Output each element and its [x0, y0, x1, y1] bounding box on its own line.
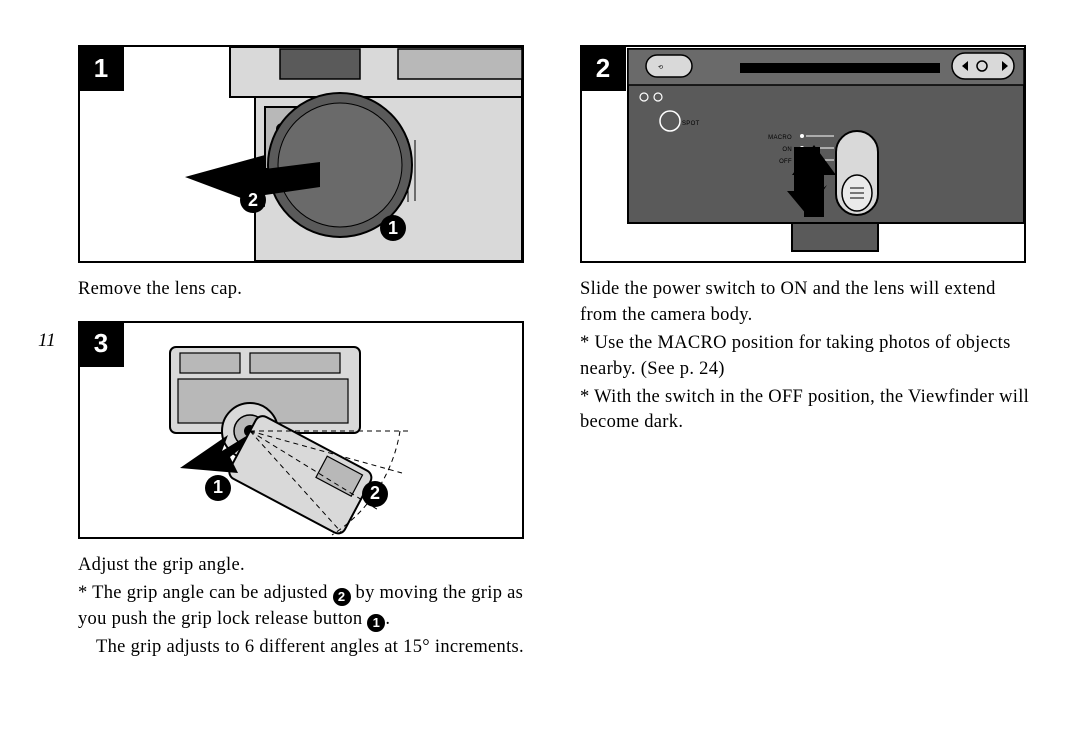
caption2-bullet2: * With the switch in the OFF position, t…	[580, 385, 1030, 437]
illustration-1	[80, 47, 522, 261]
caption-1: Remove the lens cap.	[78, 277, 528, 303]
svg-text:AUTO FOCUS / MULTI MODE: AUTO FOCUS / MULTI MODE	[750, 67, 838, 73]
caption3-bullet1: * The grip angle can be adjusted 2 by mo…	[78, 581, 528, 633]
caption-3: Adjust the grip angle. * The grip angle …	[78, 553, 528, 661]
caption2-line1: Slide the power switch to ON and the len…	[580, 277, 1030, 329]
figure-2: 2 ⟲ AUTO FOCUS / MULTI MODE SPOT	[580, 45, 1026, 263]
figure-3: 3 1	[78, 321, 524, 539]
svg-text:OFF: OFF	[779, 159, 792, 165]
step-badge-1: 1	[78, 45, 124, 91]
figure3-marker-1: 1	[205, 475, 231, 501]
caption1-text: Remove the lens cap.	[78, 277, 528, 303]
svg-text:ON: ON	[782, 147, 792, 153]
inline-marker-2: 2	[333, 588, 351, 606]
figure3-marker-2: 2	[362, 481, 388, 507]
illustration-2: ⟲ AUTO FOCUS / MULTI MODE SPOT MACRO ON	[582, 47, 1024, 261]
step-badge-3: 3	[78, 321, 124, 367]
caption2-bullet1: * Use the MACRO position for taking phot…	[580, 331, 1030, 383]
illustration-3	[80, 323, 522, 537]
figure-1: 1 2	[78, 45, 524, 263]
caption-2: Slide the power switch to ON and the len…	[580, 277, 1030, 436]
inline-marker-1: 1	[367, 614, 385, 632]
right-column: 2 ⟲ AUTO FOCUS / MULTI MODE SPOT	[580, 45, 1030, 438]
figure1-marker-2: 2	[240, 187, 266, 213]
svg-text:MACRO: MACRO	[768, 135, 792, 141]
left-column: 1 2	[78, 45, 528, 662]
step-badge-2: 2	[580, 45, 626, 91]
figure1-marker-1: 1	[380, 215, 406, 241]
svg-text:SPOT: SPOT	[682, 121, 700, 127]
svg-text:⟲: ⟲	[658, 65, 663, 71]
page-number: 11	[38, 330, 56, 352]
caption3-line1: Adjust the grip angle.	[78, 553, 528, 579]
caption3-line2: The grip adjusts to 6 different angles a…	[78, 635, 528, 661]
